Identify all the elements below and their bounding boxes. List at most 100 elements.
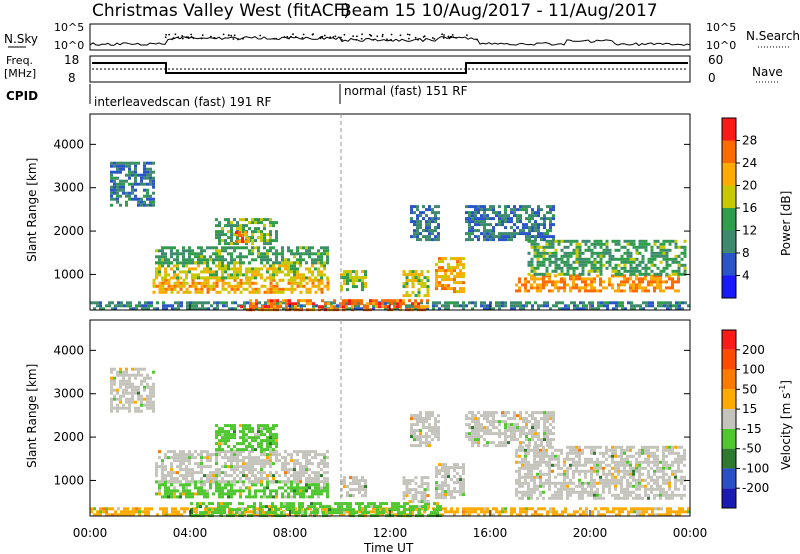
heatmap-cell-1-5 [137, 367, 140, 371]
heatmap-cell-0-13 [680, 263, 684, 267]
heatmap-cell-0-12 [518, 277, 521, 281]
heatmap-cell-1-10 [548, 484, 551, 488]
heatmap-cell-1-10 [518, 448, 521, 452]
heatmap-cell-0-4 [167, 258, 170, 262]
heatmap-cell-0-8 [149, 173, 152, 177]
heatmap-cell-0-13 [539, 272, 543, 276]
heatmap-cell-0-11 [465, 232, 468, 236]
heatmap-cell-1-2 [233, 483, 236, 487]
heatmap-cell-1-3 [164, 453, 167, 457]
heatmap-cell-1-3 [308, 459, 311, 463]
heatmap-cell-1-10 [569, 478, 572, 482]
heatmap-cell-1-3 [170, 471, 173, 475]
heatmap-cell-0-2 [251, 281, 255, 285]
heatmap-cell-0-5 [236, 224, 239, 228]
heatmap-cell-1-3 [281, 468, 284, 472]
heatmap-cell-1-10 [578, 469, 581, 473]
heatmap-cell-0-5 [263, 242, 266, 246]
heatmap-cell-1-9 [549, 417, 552, 421]
heatmap-cell-0-0 [561, 307, 564, 311]
heatmap-cell-0-12 [638, 286, 641, 290]
heatmap-cell-1-9 [486, 417, 489, 421]
heatmap-cell-0-0 [315, 304, 318, 308]
heatmap-cell-0-2 [302, 278, 306, 282]
heatmap-cell-1-1 [265, 505, 268, 509]
heatmap-cell-1-7 [405, 479, 409, 483]
heatmap-cell-0-3 [251, 276, 254, 280]
heatmap-cell-0-4 [209, 258, 212, 262]
heatmap-cell-1-4 [245, 424, 248, 428]
heatmap-cell-1-9 [495, 444, 498, 448]
heatmap-cell-0-12 [533, 286, 536, 290]
heatmap-cell-1-0 [342, 513, 345, 517]
heatmap-cell-0-5 [251, 218, 254, 222]
heatmap-cell-1-2 [239, 495, 242, 499]
heatmap-cell-0-11 [468, 226, 471, 230]
heatmap-cell-0-10 [435, 275, 438, 279]
heatmap-cell-0-13 [590, 263, 594, 267]
heatmap-cell-0-8 [110, 188, 113, 192]
heatmap-cell-1-9 [522, 441, 525, 445]
heatmap-cell-0-13 [593, 251, 597, 255]
heatmap-cell-0-12 [599, 289, 602, 293]
heatmap-cell-1-9 [537, 423, 540, 427]
heatmap-cell-0-3 [320, 270, 323, 274]
heatmap-cell-1-1 [259, 511, 262, 515]
heatmap-cell-0-7 [343, 273, 346, 277]
heatmap-cell-0-0 [462, 304, 465, 308]
heatmap-cell-1-5 [146, 385, 149, 389]
heatmap-cell-1-8 [441, 487, 444, 491]
heatmap-cell-0-5 [260, 218, 263, 222]
heatmap-cell-1-2 [296, 483, 299, 487]
nsearch-point [443, 34, 445, 36]
heatmap-cell-0-0 [552, 304, 555, 308]
heatmap-cell-0-13 [659, 254, 663, 258]
heatmap-cell-0-5 [227, 242, 230, 246]
heatmap-cell-0-6 [238, 240, 241, 244]
heatmap-cell-1-2 [290, 495, 293, 499]
heatmap-cell-0-11 [552, 235, 555, 239]
heatmap-cell-1-2 [254, 495, 257, 499]
heatmap-cell-0-4 [155, 255, 158, 259]
heatmap-cell-0-1 [249, 302, 252, 306]
heatmap-cell-0-4 [188, 246, 191, 250]
heatmap-cell-1-8 [459, 478, 462, 482]
cpid-label: CPID [6, 89, 38, 103]
heatmap-cell-0-0 [666, 301, 669, 305]
heatmap-cell-0-11 [546, 235, 549, 239]
heatmap-cell-1-2 [194, 492, 197, 496]
heatmap-cell-1-10 [560, 466, 563, 470]
heatmap-cell-1-10 [602, 484, 605, 488]
heatmap-cell-0-13 [665, 260, 669, 264]
heatmap-cell-1-2 [326, 492, 329, 496]
heatmap-cell-0-12 [542, 286, 545, 290]
heatmap-cell-0-12 [656, 280, 659, 284]
heatmap-cell-1-10 [539, 475, 542, 479]
heatmap-cell-1-5 [125, 382, 128, 386]
heatmap-cell-0-0 [675, 304, 678, 308]
heatmap-cell-1-10 [596, 457, 599, 461]
heatmap-cell-1-3 [209, 459, 212, 463]
heatmap-cell-1-1 [409, 508, 412, 512]
heatmap-cell-0-0 [558, 301, 561, 305]
heatmap-cell-0-13 [641, 239, 645, 243]
heatmap-cell-1-4 [221, 442, 224, 446]
heatmap-cell-0-11 [489, 208, 492, 212]
heatmap-cell-0-8 [110, 176, 113, 180]
heatmap-cell-1-5 [137, 409, 140, 413]
heatmap-cell-0-11 [492, 232, 495, 236]
heatmap-cell-1-2 [200, 483, 203, 487]
heatmap-cell-0-13 [551, 251, 555, 255]
heatmap-cell-0-4 [326, 261, 329, 265]
heatmap-cell-1-0 [99, 507, 102, 511]
heatmap-cell-0-12 [590, 277, 593, 281]
heatmap-cell-1-5 [134, 391, 137, 395]
heatmap-cell-1-6 [352, 479, 355, 483]
heatmap-cell-0-11 [510, 220, 513, 224]
heatmap-cell-0-1 [375, 302, 378, 306]
heatmap-cell-0-5 [260, 236, 263, 240]
heatmap-cell-0-12 [617, 289, 620, 293]
heatmap-cell-0-3 [245, 270, 248, 274]
heatmap-cell-0-14 [434, 214, 437, 218]
heatmap-cell-1-3 [236, 462, 239, 466]
